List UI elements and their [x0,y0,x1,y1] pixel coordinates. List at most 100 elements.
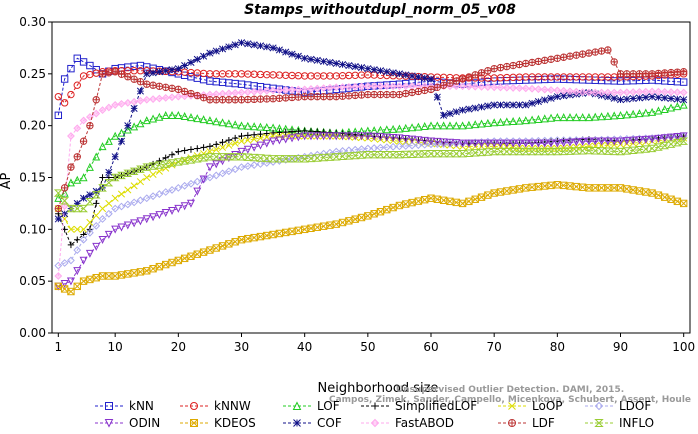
marker-hourglass [458,149,468,158]
marker-triangle-down [635,136,644,145]
marker-circle-plus-cross [421,87,428,94]
marker-circle-plus-cross [149,82,157,89]
marker-star [673,95,681,103]
marker-plus [200,144,207,151]
marker-square-x-cross [534,183,542,191]
marker-diamond-filled [547,86,555,94]
marker-star [275,46,283,54]
marker-diamond-filled [338,83,347,92]
marker-triangle-down [591,137,600,146]
marker-circle-plus-cross [383,91,390,98]
marker-circle-plus-cross [352,92,359,99]
marker-star [610,94,618,102]
marker-square-x-cross [275,229,283,238]
marker-circle-plus-cross [118,71,125,78]
marker-diamond [130,198,139,207]
marker-triangle [660,104,669,113]
marker-star [193,55,201,63]
marker-hourglass [287,155,297,163]
marker-star [642,93,650,101]
marker-plus [187,146,195,153]
marker-triangle-down [622,137,631,146]
legend: kNN kNNW LOF SimplifiedLOF LoOP LDOF ODIN KDEOS… [95,399,654,430]
marker-square-x-cross [389,204,397,212]
marker-square-x-cross [604,184,612,192]
marker-hourglass [110,173,120,182]
marker-triangle [395,124,404,133]
marker-circle-plus-cross [623,70,631,78]
marker-triangle-down [193,187,202,196]
marker-circle-plus-cross [440,82,447,89]
marker-diamond-filled [155,94,164,103]
legend-item-kdeos: KDEOS [180,416,256,430]
marker-diamond-filled [483,83,492,92]
marker-star [219,45,227,53]
marker-star [616,96,625,104]
marker-star [263,43,271,51]
series-kdeos [54,181,688,296]
marker-hourglass [331,153,341,161]
marker-square-x-cross [635,187,644,195]
marker-diamond [389,142,398,151]
marker-hourglass [344,152,354,160]
marker-star [534,98,542,106]
marker-circle-plus-cross [187,90,195,97]
marker-hourglass [401,150,411,159]
marker-hourglass [426,149,436,158]
marker-square-x-cross [598,184,606,192]
marker-triangle-down [496,139,505,148]
marker-hourglass [445,149,455,158]
marker-hourglass [666,140,676,148]
x-tick-label: 20 [171,340,186,354]
marker-hourglass [136,165,145,173]
marker-diamond-filled [654,87,663,96]
marker-hourglass [376,150,385,159]
marker-triangle [408,123,417,132]
marker-diamond-filled [401,82,410,91]
marker-square-x-cross [465,197,473,205]
legend-label: INFLO [619,416,654,430]
marker-square-x-cross [522,184,530,192]
marker-hourglass [218,153,227,161]
marker-star [553,93,561,101]
marker-triangle [610,111,619,120]
marker-square-x-cross [250,234,258,242]
marker-triangle-down [111,225,120,234]
marker-diamond-filled [458,82,467,91]
marker-circle-plus-cross [213,96,220,103]
marker-hourglass [521,147,531,156]
marker-square-x-cross [282,228,290,236]
marker-circle-plus-cross [453,77,460,85]
marker-square-x-cross [471,195,479,203]
marker-star [136,87,144,95]
marker-hourglass [382,150,392,159]
marker-diamond [161,188,170,196]
marker-x [231,139,239,147]
marker-triangle [414,122,423,131]
marker-square-x-cross [54,282,62,290]
marker-hourglass [129,167,139,175]
marker-circle-plus-cross [99,70,106,78]
marker-circle-plus-cross [560,54,567,61]
marker-circle-plus-cross [326,93,334,100]
marker-square-x-cross [345,217,353,225]
marker-diamond-filled [389,82,398,91]
marker-square-x-cross [433,195,441,203]
marker-square-x-cross [294,226,302,234]
marker-diamond-filled [237,88,246,97]
marker-circle-plus-cross [547,56,555,63]
marker-triangle-down [547,139,556,148]
marker-plus [238,132,245,140]
marker-hourglass [173,158,183,166]
marker-diamond-filled [641,87,650,96]
marker-star [370,66,378,74]
marker-circle-plus-cross [206,96,214,103]
marker-diamond-filled [142,95,151,104]
marker-circle-plus-cross [55,205,62,212]
marker-triangle-down [445,138,454,147]
marker-square [54,111,63,119]
marker-triangle-down [370,132,379,141]
marker-triangle [496,117,505,126]
marker-hourglass [98,184,107,192]
